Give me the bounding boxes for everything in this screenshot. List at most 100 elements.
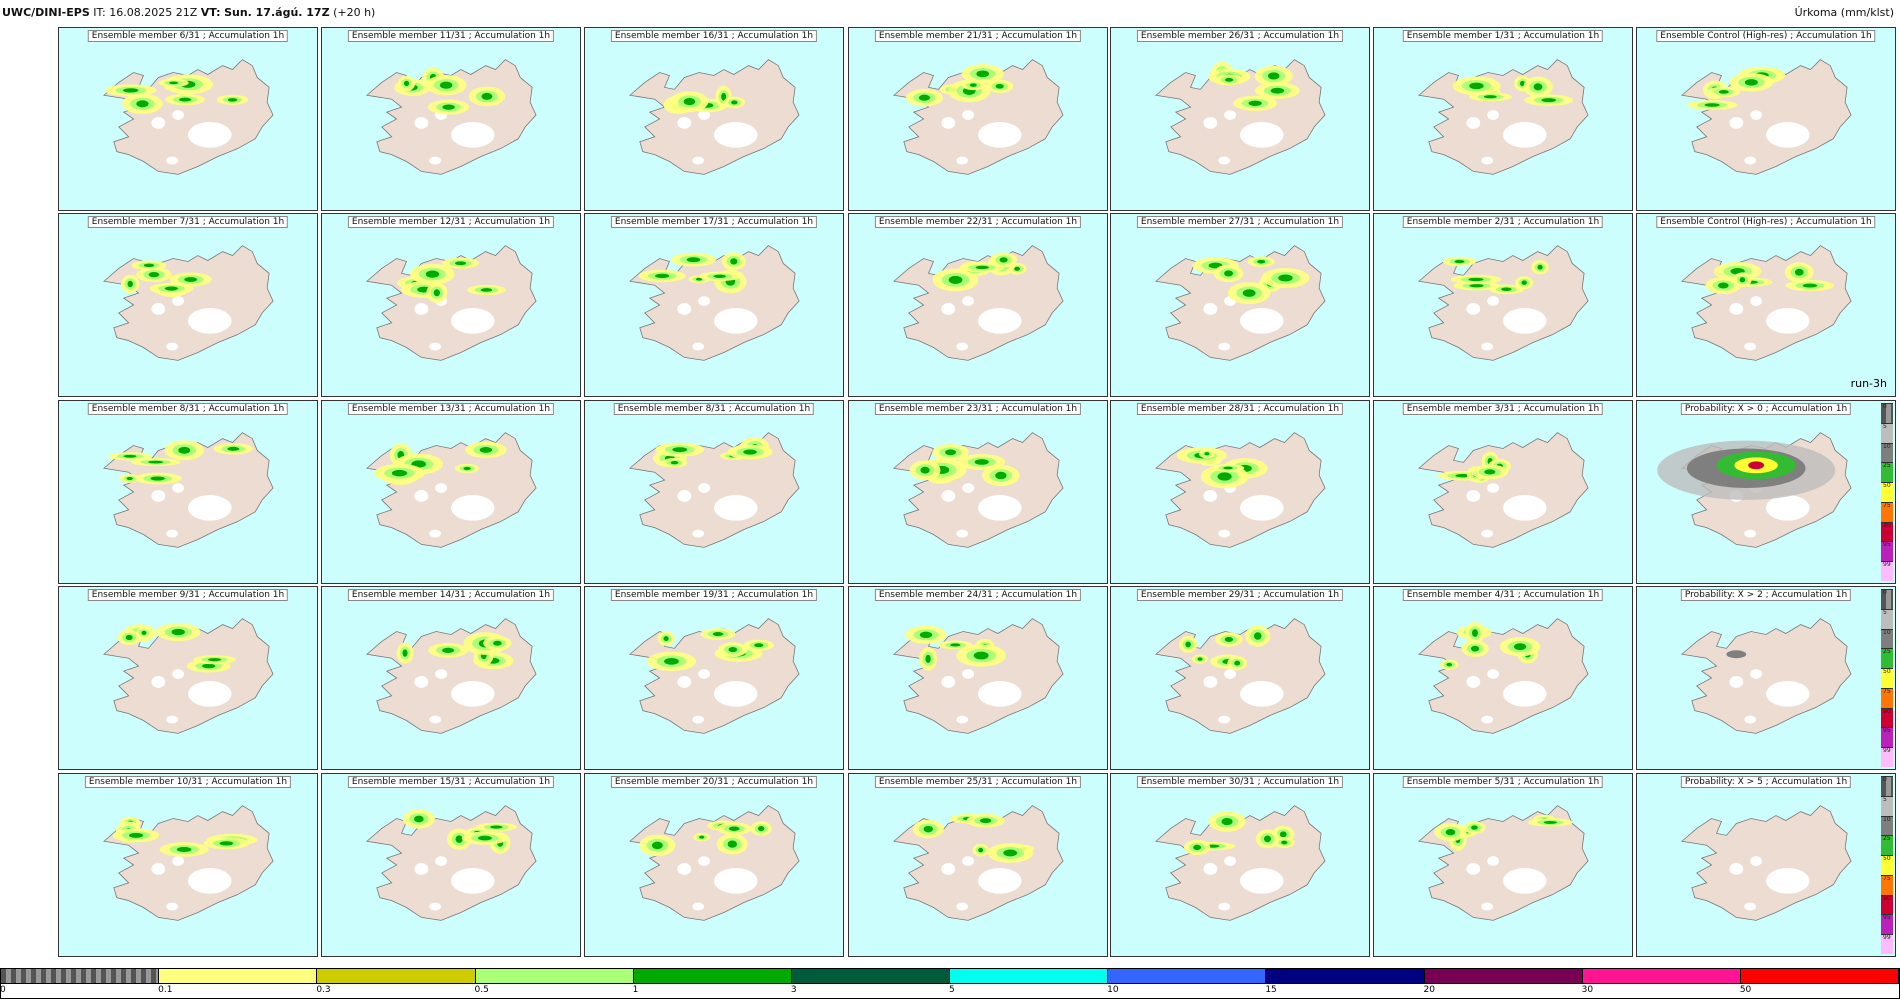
- precip-area: [1193, 844, 1202, 851]
- map-panel[interactable]: Ensemble member 4/31 ; Accumulation 1h: [1373, 586, 1633, 770]
- vt-label: VT:: [200, 6, 221, 19]
- map-panel[interactable]: Ensemble member 12/31 ; Accumulation 1h: [321, 213, 581, 397]
- map-panel[interactable]: Ensemble member 27/31 ; Accumulation 1h: [1110, 213, 1370, 397]
- precip-area: [179, 97, 192, 102]
- legend-swatch: 50: [1881, 668, 1893, 688]
- panel-title: Ensemble member 1/31 ; Accumulation 1h: [1402, 30, 1604, 42]
- iceland-map: [1111, 28, 1369, 210]
- precip-area: [1739, 277, 1746, 283]
- legend-swatch: 10: [1881, 628, 1893, 649]
- colorbar-tick: 1: [632, 985, 639, 995]
- precip-area: [925, 654, 931, 663]
- map-panel[interactable]: Ensemble member 13/31 ; Accumulation 1h: [321, 400, 581, 584]
- precip-area: [1537, 264, 1543, 270]
- panel-title: Ensemble member 30/31 ; Accumulation 1h: [1136, 776, 1344, 788]
- legend-swatch: 25: [1881, 835, 1893, 856]
- precip-area: [1533, 83, 1543, 91]
- precip-area: [1471, 629, 1478, 637]
- panel-title: Ensemble member 8/31 ; Accumulation 1h: [87, 403, 289, 415]
- legend-swatch: 0: [1881, 589, 1893, 609]
- map-panel[interactable]: Ensemble member 16/31 ; Accumulation 1h: [584, 27, 844, 211]
- iceland-map: [1111, 401, 1369, 583]
- probability-legend: 0 5 10 25 50 75 90 95 99: [1881, 589, 1893, 768]
- map-panel[interactable]: Ensemble member 5/31 ; Accumulation 1h: [1373, 773, 1633, 957]
- panel-title: Ensemble member 6/31 ; Accumulation 1h: [87, 30, 289, 42]
- precip-area: [731, 100, 738, 105]
- precip-area: [169, 81, 179, 85]
- iceland-map: [585, 587, 843, 769]
- iceland-map: [585, 214, 843, 396]
- map-panel[interactable]: Ensemble member 6/31 ; Accumulation 1h: [58, 27, 318, 211]
- map-panel[interactable]: Ensemble member 20/31 ; Accumulation 1h: [584, 773, 844, 957]
- map-panel[interactable]: Ensemble member 7/31 ; Accumulation 1h: [58, 213, 318, 397]
- map-panel[interactable]: Ensemble member 22/31 ; Accumulation 1h: [848, 213, 1108, 397]
- precip-area: [1543, 820, 1558, 824]
- map-panel[interactable]: Ensemble member 24/31 ; Accumulation 1h: [848, 586, 1108, 770]
- panel-title: Ensemble member 17/31 ; Accumulation 1h: [610, 216, 818, 228]
- panel-title: Ensemble member 7/31 ; Accumulation 1h: [87, 216, 289, 228]
- precip-area: [490, 825, 503, 829]
- map-panel[interactable]: Ensemble member 26/31 ; Accumulation 1h: [1110, 27, 1370, 211]
- precip-area: [202, 663, 216, 669]
- legend-swatch: 95: [1881, 914, 1893, 935]
- precip-area: [1242, 289, 1256, 297]
- map-panel[interactable]: Ensemble member 10/31 ; Accumulation 1h: [58, 773, 318, 957]
- map-panel[interactable]: Ensemble member 2/31 ; Accumulation 1h: [1373, 213, 1633, 397]
- map-panel[interactable]: Ensemble Control (High-res) ; Accumulati…: [1636, 27, 1896, 211]
- probability-legend: 0 5 10 25 50 75 90 95 99: [1881, 776, 1893, 955]
- map-panel[interactable]: Ensemble member 28/31 ; Accumulation 1h: [1110, 400, 1370, 584]
- precip-area: [1718, 90, 1729, 94]
- map-panel[interactable]: Probability: X > 5 ; Accumulation 1h 0 5 10…: [1636, 773, 1896, 957]
- map-panel[interactable]: Ensemble member 3/31 ; Accumulation 1h: [1373, 400, 1633, 584]
- map-panel[interactable]: Ensemble member 8/31 ; Accumulation 1h: [58, 400, 318, 584]
- precip-area: [730, 258, 738, 265]
- precip-area: [969, 83, 977, 87]
- precip-area: [136, 100, 149, 108]
- legend-level: 10: [1883, 442, 1891, 450]
- map-panel[interactable]: Ensemble member 15/31 ; Accumulation 1h: [321, 773, 581, 957]
- panel-title: Probability: X > 0 ; Accumulation 1h: [1680, 403, 1852, 415]
- map-panel[interactable]: Ensemble member 19/31 ; Accumulation 1h: [584, 586, 844, 770]
- legend-level: 0: [1883, 589, 1887, 596]
- map-panel[interactable]: Ensemble Control (High-res) ; Accumulati…: [1636, 213, 1896, 397]
- precip-area: [1469, 82, 1484, 90]
- legend-swatch: 5: [1881, 608, 1893, 629]
- iceland-map: [1111, 214, 1369, 396]
- map-panel[interactable]: Ensemble member 1/31 ; Accumulation 1h: [1373, 27, 1633, 211]
- map-panel[interactable]: Probability: X > 0 ; Accumulation 1h 0 5 10…: [1636, 400, 1896, 584]
- precip-area: [973, 651, 989, 660]
- map-panel[interactable]: Ensemble member 17/31 ; Accumulation 1h: [584, 213, 844, 397]
- legend-level: 75: [1883, 874, 1891, 882]
- precip-area: [1223, 466, 1233, 470]
- lead-time: (+20 h): [333, 6, 376, 19]
- precip-area: [143, 263, 155, 268]
- precip-area: [728, 826, 740, 831]
- precip-area: [1717, 282, 1729, 289]
- map-panel[interactable]: Ensemble member 14/31 ; Accumulation 1h: [321, 586, 581, 770]
- map-panel[interactable]: Ensemble member 9/31 ; Accumulation 1h: [58, 586, 318, 770]
- legend-level: 10: [1883, 815, 1891, 823]
- precip-area: [919, 631, 933, 639]
- panel-title: Ensemble member 24/31 ; Accumulation 1h: [874, 589, 1082, 601]
- precip-area: [454, 261, 467, 266]
- colorbar-tick: 5: [949, 985, 955, 995]
- map-panel[interactable]: Ensemble member 21/31 ; Accumulation 1h: [848, 27, 1108, 211]
- legend-level: 95: [1883, 727, 1891, 735]
- map-panel[interactable]: Ensemble member 11/31 ; Accumulation 1h: [321, 27, 581, 211]
- map-panel[interactable]: Probability: X > 2 ; Accumulation 1h 0 5 10…: [1636, 586, 1896, 770]
- precip-area: [1704, 103, 1720, 107]
- map-panel[interactable]: Ensemble member 23/31 ; Accumulation 1h: [848, 400, 1108, 584]
- precip-area: [219, 841, 234, 846]
- precip-area: [1484, 469, 1496, 475]
- precip-area: [974, 459, 989, 465]
- precip-area: [481, 92, 493, 100]
- map-panel[interactable]: Ensemble member 30/31 ; Accumulation 1h: [1110, 773, 1370, 957]
- map-panel[interactable]: Ensemble member 29/31 ; Accumulation 1h: [1110, 586, 1370, 770]
- legend-swatch: 50: [1881, 482, 1893, 502]
- legend-level: 99: [1883, 747, 1891, 755]
- precip-area: [128, 832, 144, 838]
- legend-swatch: 0: [1881, 776, 1893, 796]
- map-panel[interactable]: Ensemble member 25/31 ; Accumulation 1h: [848, 773, 1108, 957]
- it-label: IT:: [93, 6, 106, 19]
- map-panel[interactable]: Ensemble member 8/31 ; Accumulation 1h: [584, 400, 844, 584]
